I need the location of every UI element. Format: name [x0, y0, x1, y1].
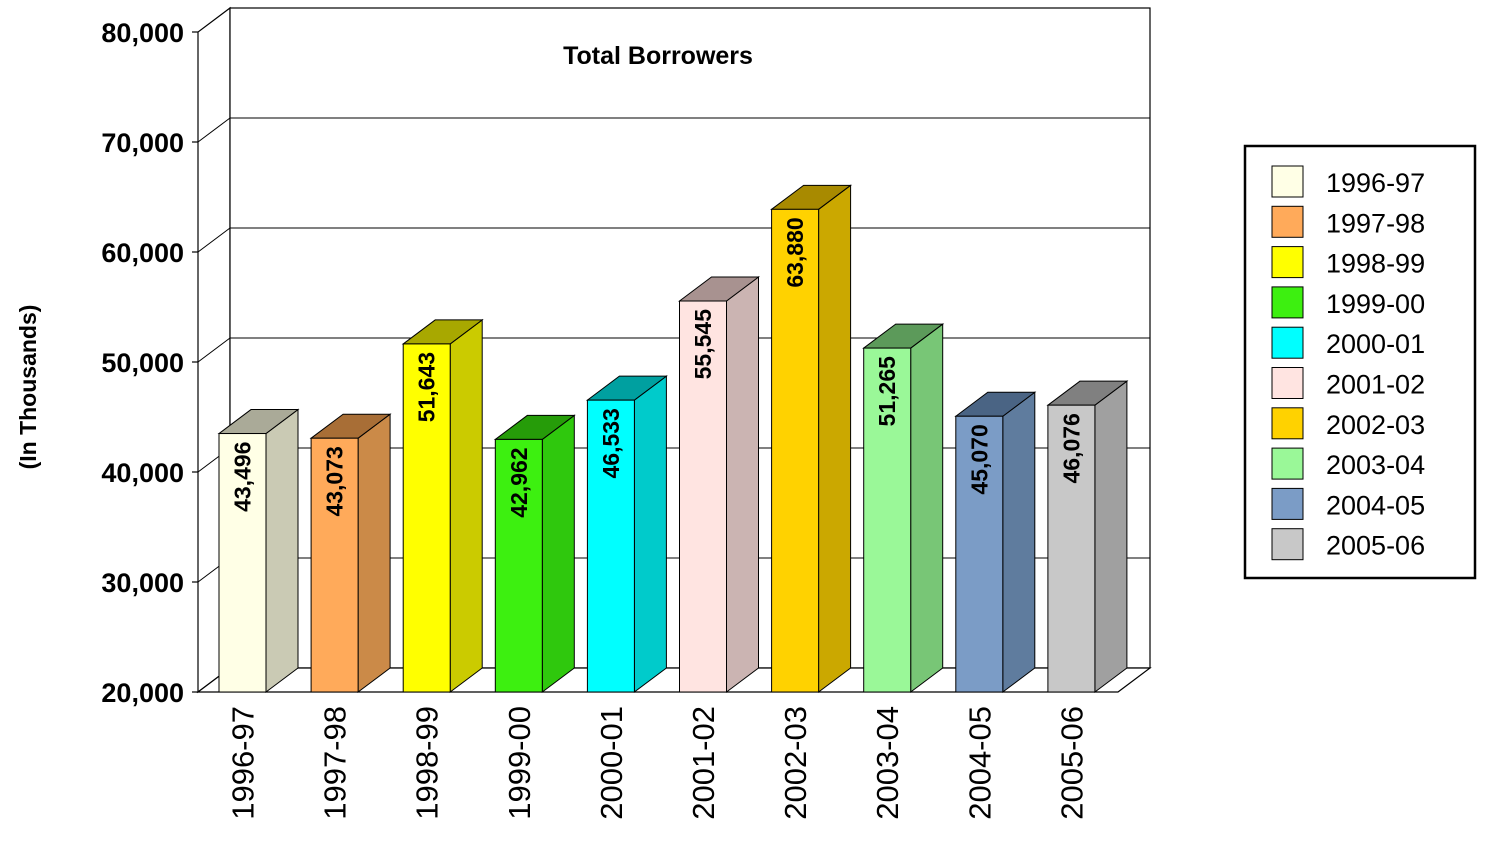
x-tick-label: 1999-00: [502, 706, 537, 820]
legend-item: 2003-04: [1271, 447, 1425, 480]
legend-label: 2005-06: [1326, 531, 1425, 561]
bar-side: [357, 413, 391, 693]
data-label: 55,545: [690, 309, 716, 380]
data-label: 43,496: [230, 442, 256, 512]
x-tick-label: 2000-01: [594, 706, 629, 820]
legend-swatch: [1271, 246, 1304, 279]
bar-front: [679, 300, 727, 693]
data-label: 43,073: [322, 446, 348, 516]
legend-item: 1997-98: [1271, 205, 1425, 238]
y-tick-label: 30,000: [101, 568, 184, 598]
bar-side: [910, 323, 944, 693]
y-tick-label: 40,000: [101, 458, 184, 488]
y-tick-label: 50,000: [101, 348, 184, 378]
bar-2005-06: 46,076: [1046, 380, 1129, 693]
y-tick-label: 60,000: [101, 238, 184, 268]
bar-front: [1047, 404, 1096, 693]
bar-2001-02: 55,545: [678, 276, 760, 693]
bar-side: [1002, 391, 1036, 693]
x-tick-label: 1997-98: [318, 706, 353, 820]
x-tick-label: 2005-06: [1054, 706, 1089, 820]
legend-item: 2004-05: [1271, 487, 1425, 520]
x-tick-label: 1998-99: [410, 706, 445, 820]
y-tick-label: 80,000: [101, 18, 184, 48]
legend-label: 2001-02: [1326, 370, 1425, 400]
gridline: [197, 337, 231, 363]
x-axis: 1996-97 1997-98 1998-99 1999-00 2000-01 2001-…: [226, 706, 1090, 820]
y-axis: 20,000 30,000 40,000 50,000 60,000 70,000 80,0…: [101, 18, 198, 708]
legend-swatch: [1271, 407, 1304, 440]
data-label: 51,265: [874, 356, 900, 427]
legend: 1996-97 1997-98 1998-99 1999-00 2000-01 2001-…: [1243, 144, 1477, 580]
legend-item: 2001-02: [1271, 367, 1425, 400]
legend-swatch: [1271, 447, 1304, 480]
x-tick-label: 1996-97: [226, 706, 261, 820]
legend-swatch: [1271, 487, 1304, 520]
legend-item: 2000-01: [1271, 326, 1425, 359]
bar-1999-00: 42,962: [493, 414, 576, 693]
y-tick-label: 70,000: [101, 128, 184, 158]
bar-2000-01: 46,533: [585, 375, 668, 693]
data-label: 45,070: [966, 424, 992, 494]
legend-item: 2005-06: [1271, 528, 1425, 561]
x-tick-label: 2001-02: [686, 706, 721, 820]
legend-item: 1998-99: [1271, 246, 1425, 279]
bar-front: [402, 343, 451, 693]
y-tick-label: 20,000: [101, 678, 184, 708]
legend-swatch: [1271, 205, 1304, 238]
chart-title: Total Borrowers: [563, 42, 753, 70]
data-label: 46,533: [598, 408, 624, 478]
y-axis-label: (In Thousands): [15, 305, 41, 470]
legend-label: 1996-97: [1326, 168, 1425, 198]
legend-item: 1996-97: [1271, 165, 1425, 198]
legend-swatch: [1271, 528, 1304, 561]
data-label: 42,962: [506, 447, 532, 517]
bar-2002-03: 63,880: [770, 184, 853, 693]
legend-swatch: [1271, 286, 1304, 319]
bar-side: [265, 408, 299, 693]
gridline: [197, 117, 231, 143]
bar-1998-99: 51,643: [401, 318, 484, 693]
data-label: 51,643: [414, 352, 440, 422]
bar-side: [726, 276, 759, 693]
bar-front: [863, 347, 912, 693]
bar-side: [1094, 380, 1128, 693]
data-label: 46,076: [1058, 413, 1084, 483]
bar-side: [818, 184, 852, 693]
legend-label: 2000-01: [1326, 329, 1425, 359]
bar-1996-97: 43,496: [217, 408, 300, 693]
gridline: [197, 227, 231, 253]
legend-swatch: [1271, 165, 1304, 198]
bar-side: [633, 375, 667, 693]
x-tick-label: 2004-05: [962, 706, 997, 820]
legend-label: 1999-00: [1326, 289, 1425, 319]
bar-1997-98: 43,073: [309, 413, 392, 693]
legend-label: 2003-04: [1326, 450, 1425, 480]
bar-front: [218, 433, 267, 693]
bars: 43,496 43,073 51,643 42,962 46,533 55,545 63,8…: [217, 184, 1129, 693]
x-tick-label: 2003-04: [870, 706, 905, 820]
bar-front: [494, 438, 543, 693]
x-tick-label: 2002-03: [778, 706, 813, 820]
bar-front: [586, 399, 635, 693]
legend-item: 1999-00: [1271, 286, 1425, 319]
legend-item: 2002-03: [1271, 407, 1425, 440]
legend-label: 2004-05: [1326, 490, 1425, 520]
data-label: 63,880: [782, 217, 808, 287]
legend-label: 2002-03: [1326, 410, 1425, 440]
legend-swatch: [1271, 367, 1304, 399]
bar-side: [449, 318, 483, 693]
bar-2003-04: 51,265: [862, 323, 945, 693]
bar-2004-05: 45,070: [954, 391, 1037, 693]
legend-label: 1997-98: [1326, 208, 1425, 238]
bar-front: [310, 437, 359, 693]
legend-label: 1998-99: [1326, 249, 1425, 279]
bar-side: [541, 414, 575, 693]
legend-swatch: [1271, 326, 1304, 359]
bar-front: [771, 208, 820, 693]
bar-front: [955, 415, 1004, 693]
